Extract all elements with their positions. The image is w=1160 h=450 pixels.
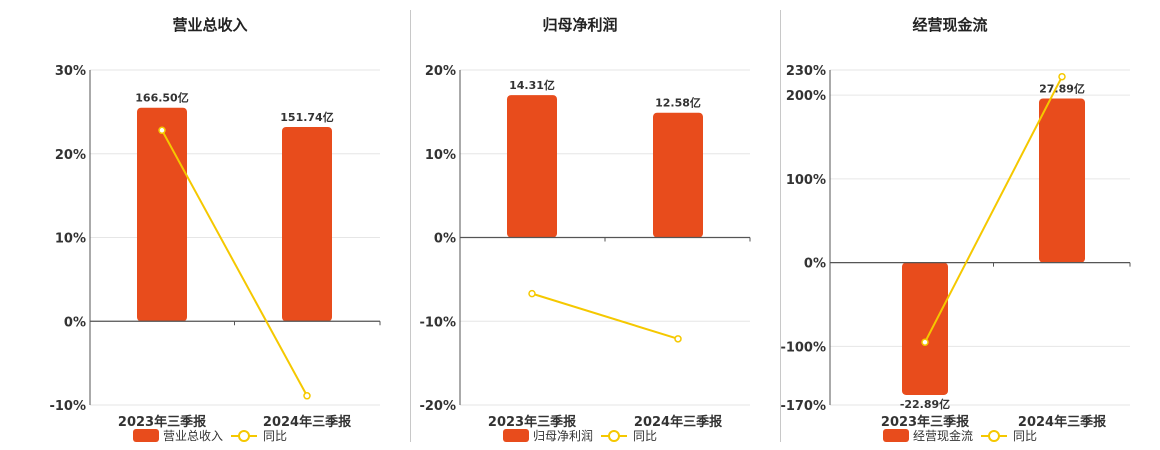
panel-divider — [780, 10, 781, 442]
y-tick-label: 30% — [55, 64, 86, 79]
legend-line-label: 同比 — [1013, 429, 1037, 443]
x-category-label: 2023年三季报 — [488, 414, 577, 430]
legend-line-marker — [988, 430, 1000, 442]
legend-line-marker — [238, 430, 250, 442]
bar — [902, 262, 948, 395]
bar-value-label: 166.50亿 — [135, 91, 188, 105]
y-tick-label: 0% — [64, 315, 86, 330]
y-tick-label: 20% — [425, 64, 456, 79]
panel-divider — [410, 10, 411, 442]
legend-line-label: 同比 — [263, 429, 287, 443]
chart-title-net-profit: 归母净利润 — [542, 16, 618, 34]
y-tick-label: 100% — [786, 173, 826, 188]
legend-bar-label: 经营现金流 — [913, 428, 973, 443]
yoy-point — [921, 338, 929, 346]
legend-bar-swatch — [883, 429, 909, 442]
bar — [653, 112, 703, 238]
bar-value-label: 14.31亿 — [509, 78, 555, 92]
bar — [282, 126, 332, 322]
bar — [507, 95, 557, 238]
yoy-point — [1058, 72, 1066, 81]
bar-value-label: -22.89亿 — [900, 397, 950, 411]
y-tick-label: -170% — [780, 399, 826, 414]
bar-value-label: 27.89亿 — [1039, 81, 1085, 95]
y-tick-label: -100% — [780, 340, 826, 355]
x-category-label: 2023年三季报 — [118, 414, 207, 430]
y-tick-label: 20% — [55, 148, 86, 163]
yoy-point — [303, 392, 311, 400]
y-tick-label: -10% — [419, 315, 456, 330]
yoy-point — [158, 126, 166, 135]
y-tick-label: 0% — [804, 257, 826, 272]
y-tick-label: 200% — [786, 89, 826, 104]
chart-title-cash-flow: 经营现金流 — [912, 16, 988, 34]
y-tick-label: 0% — [434, 232, 456, 247]
legend-bar-label: 归母净利润 — [533, 429, 593, 443]
yoy-point — [528, 289, 536, 298]
y-tick-label: 10% — [55, 232, 86, 247]
yoy-line — [161, 129, 308, 397]
y-tick-label: -20% — [419, 399, 456, 414]
bar — [1039, 98, 1085, 263]
x-category-label: 2024年三季报 — [263, 414, 352, 430]
legend-bar-label: 营业总收入 — [163, 429, 223, 443]
y-tick-label: -10% — [49, 399, 86, 414]
legend-bar-swatch — [133, 429, 159, 442]
bar — [137, 107, 187, 322]
chart-title-revenue: 营业总收入 — [172, 16, 248, 34]
x-category-label: 2023年三季报 — [881, 414, 970, 430]
y-tick-label: 230% — [786, 64, 826, 79]
yoy-point — [674, 335, 682, 343]
bar-value-label: 151.74亿 — [280, 110, 333, 124]
yoy-line — [531, 292, 679, 340]
yoy-line — [924, 76, 1063, 343]
x-category-label: 2024年三季报 — [634, 414, 723, 430]
legend-line-label: 同比 — [633, 429, 657, 443]
y-tick-label: 10% — [425, 148, 456, 163]
legend-bar-swatch — [503, 429, 529, 442]
bar-value-label: 12.58亿 — [655, 96, 701, 110]
legend-line-marker — [608, 430, 620, 442]
x-category-label: 2024年三季报 — [1018, 414, 1107, 430]
